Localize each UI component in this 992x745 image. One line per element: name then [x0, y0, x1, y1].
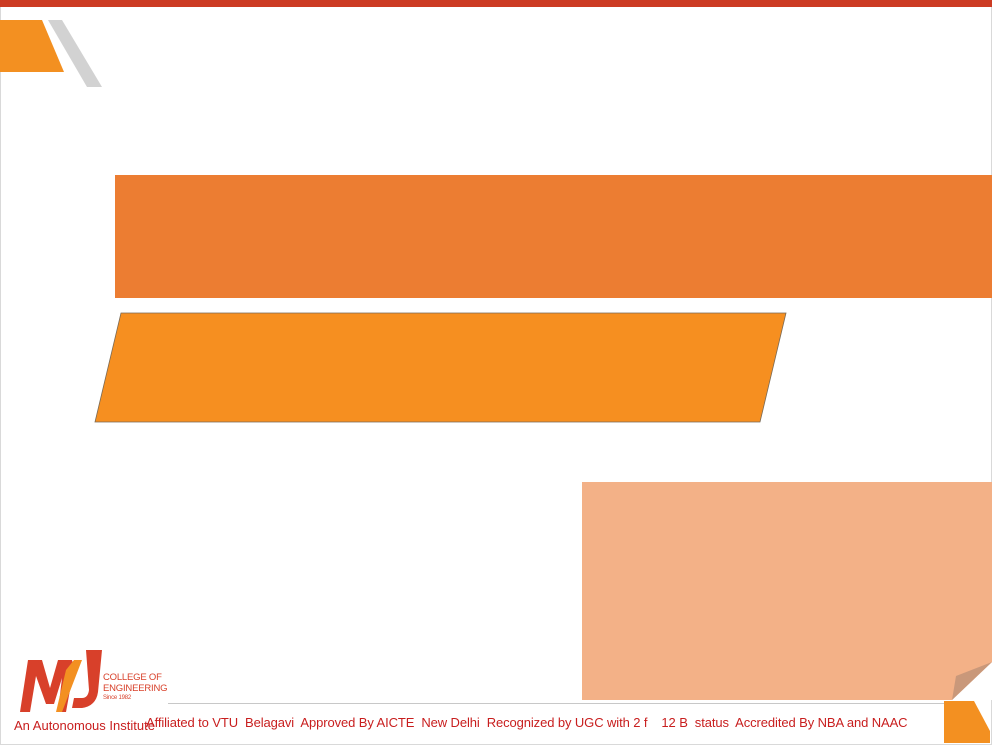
logo-line-1: COLLEGE OF	[103, 672, 162, 683]
footer-corner-decoration-icon	[944, 701, 990, 743]
corner-orange-stripe	[0, 20, 64, 72]
logo-wordmark: COLLEGE OF ENGINEERING Since 1982	[103, 672, 168, 702]
page-curl-icon	[952, 662, 992, 700]
corner-decoration-icon	[0, 20, 102, 87]
subtitle-band	[94, 312, 787, 423]
title-band	[115, 175, 992, 298]
logo-line-2: ENGINEERING	[103, 683, 168, 694]
mvj-logo-icon	[20, 650, 102, 712]
affiliation-text: Affiliated to VTU Belagavi Approved By A…	[146, 715, 908, 730]
footer-divider	[168, 703, 944, 704]
autonomous-institute-label: An Autonomous Institute	[14, 718, 155, 733]
top-accent-bar	[0, 0, 992, 7]
college-logo: COLLEGE OF ENGINEERING Since 1982	[16, 648, 176, 716]
corner-gray-stripe	[48, 20, 102, 87]
logo-since: Since 1982	[103, 695, 132, 701]
note-box	[582, 482, 992, 700]
